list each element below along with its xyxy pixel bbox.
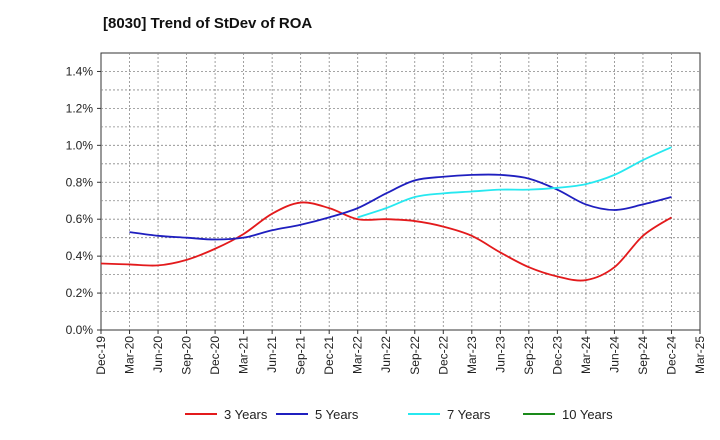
y-tick-label: 0.8%: [66, 175, 94, 189]
y-tick-label: 1.2%: [66, 101, 94, 115]
x-tick-label: Dec-20: [208, 336, 222, 375]
x-tick-label: Mar-21: [237, 336, 251, 374]
plot-frame: [100, 52, 701, 331]
x-tick-label: Mar-25: [693, 336, 707, 374]
x-tick-label: Dec-23: [550, 336, 564, 375]
legend: 3 Years 5 Years 7 Years 10 Years: [185, 407, 613, 422]
legend-label: 7 Years: [447, 407, 491, 422]
x-tick-label: Jun-24: [607, 336, 621, 373]
x-tick-label: Jun-23: [493, 336, 507, 373]
x-tick-label: Mar-24: [579, 336, 593, 374]
y-tick-label: 0.4%: [66, 249, 94, 263]
x-tick-label: Dec-24: [664, 336, 678, 375]
legend-item-7-years: 7 Years: [408, 407, 491, 422]
x-tick-label: Jun-20: [151, 336, 165, 373]
y-tick-label: 0.0%: [66, 323, 94, 337]
legend-item-10-years: 10 Years: [523, 407, 613, 422]
x-tick-label: Sep-21: [294, 336, 308, 375]
y-tick-label: 1.4%: [66, 64, 94, 78]
series-line-7-years: [357, 146, 672, 219]
x-tick-label: Mar-23: [465, 336, 479, 374]
legend-label: 10 Years: [562, 407, 613, 422]
y-tick-label: 0.6%: [66, 212, 94, 226]
chart-title: [8030] Trend of StDev of ROA: [103, 15, 312, 32]
plot-area: 0.0% 0.2% 0.4% 0.6% 0.8% 1.0% 1.2% 1.4% Dec-19 Ma…: [66, 52, 707, 375]
x-tick-label: Dec-21: [322, 336, 336, 375]
x-tick-label: Mar-22: [351, 336, 365, 374]
legend-item-5-years: 5 Years: [276, 407, 359, 422]
x-tick-label: Dec-22: [436, 336, 450, 375]
x-tick-label: Sep-22: [408, 336, 422, 375]
legend-label: 5 Years: [315, 407, 359, 422]
series-line-3-years: [100, 201, 672, 282]
legend-label: 3 Years: [224, 407, 268, 422]
x-tick-label: Dec-19: [94, 336, 108, 375]
x-tick-label: Mar-20: [123, 336, 137, 374]
y-tick-label: 1.0%: [66, 138, 94, 152]
legend-item-3-years: 3 Years: [185, 407, 268, 422]
x-tick-label: Jun-21: [265, 336, 279, 373]
x-tick-label: Sep-23: [522, 336, 536, 375]
x-tick-label: Jun-22: [379, 336, 393, 373]
x-tick-label: Sep-20: [180, 336, 194, 375]
y-tick-label: 0.2%: [66, 286, 94, 300]
series-line-5-years: [129, 173, 672, 241]
x-tick-label: Sep-24: [636, 336, 650, 375]
